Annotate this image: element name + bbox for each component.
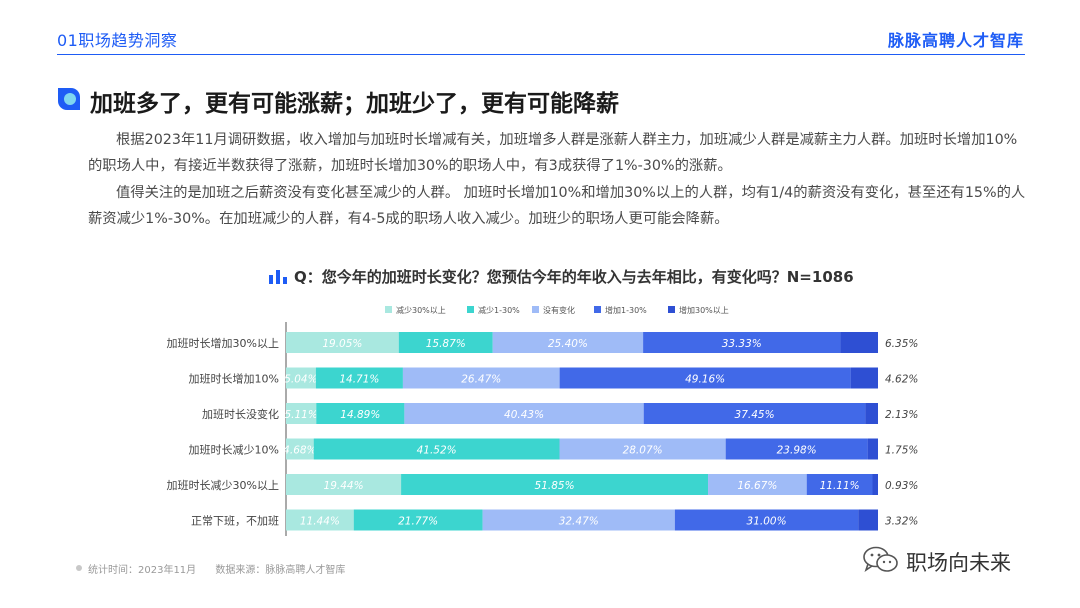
bar-segment (559, 367, 851, 389)
data-label: 32.47% (559, 516, 599, 528)
data-label: 19.44% (324, 480, 364, 492)
bar-segment (850, 367, 878, 389)
data-label: 31.00% (747, 516, 787, 528)
data-label: 11.44% (300, 516, 340, 528)
bar-segment (559, 438, 726, 460)
section-label: 01职场趋势洞察 (57, 31, 178, 50)
bar-segment (316, 403, 405, 424)
data-label: 4.68% (283, 445, 316, 457)
category-label: 加班时长没变化 (202, 407, 279, 421)
data-label: 28.07% (623, 445, 663, 457)
bar-segment (872, 474, 878, 495)
legend-swatch (467, 306, 474, 313)
legend-label: 减少30%以上 (396, 305, 446, 315)
legend-label: 减少1-30% (478, 305, 520, 315)
data-label: 19.05% (322, 338, 362, 350)
legend-label: 没有变化 (543, 305, 575, 315)
legend-swatch (532, 306, 539, 313)
category-label: 加班时长增加10% (189, 372, 279, 386)
data-label: 5.11% (284, 409, 317, 421)
chart-title-text: Q：您今年的加班时长变化？您预估今年的年收入与去年相比，有变化吗？N=1086 (294, 268, 854, 286)
brand-name: 脉脉高聘人才智库 (887, 31, 1024, 50)
legend-label: 增加30%以上 (679, 305, 729, 315)
bar-segment (708, 474, 807, 495)
paragraph-1: 根据2023年11月调研数据，收入增加与加班时长增减有关，加班增多人群是涨薪人群… (88, 127, 1028, 179)
bar-segment (286, 509, 354, 531)
bar-segment (313, 438, 560, 460)
data-label: 11.11% (820, 480, 860, 492)
data-label-outside: 6.35% (885, 338, 918, 350)
bar-segment (643, 332, 841, 353)
data-label-outside: 4.62% (885, 374, 918, 386)
data-label: 40.43% (504, 409, 544, 421)
footer: 统计时间：2023年11月 数据来源：脉脉高聘人才智库 (88, 561, 361, 576)
stacked-bar-chart: 减少30%以上 减少1-30% 没有变化 增加1-30% 增加30%以上加班时长增加30… (167, 305, 918, 536)
data-label: 37.45% (735, 409, 775, 421)
data-label: 21.77% (398, 516, 438, 528)
data-label: 51.85% (535, 480, 575, 492)
data-label-outside: 0.93% (885, 480, 918, 492)
bar-segment (353, 509, 483, 531)
data-label-outside: 1.75% (885, 445, 918, 457)
data-label: 23.98% (777, 445, 817, 457)
top-bar: 01职场趋势洞察 脉脉高聘人才智库 (0, 0, 1080, 60)
data-label: 14.89% (340, 409, 380, 421)
category-label: 加班时长减少30%以上 (167, 479, 279, 492)
data-label: 25.40% (548, 338, 588, 350)
bar-segment (643, 403, 866, 424)
headline-marker-icon (58, 88, 80, 110)
bar-segment (315, 367, 403, 389)
data-label: 15.87% (426, 338, 466, 350)
bar-segment (482, 509, 675, 531)
bar-segment (398, 332, 493, 353)
legend-swatch (668, 306, 675, 313)
stat-time: 统计时间：2023年11月 (88, 565, 197, 576)
legend-label: 增加1-30% (605, 305, 647, 315)
data-label: 26.47% (461, 374, 501, 386)
category-label: 加班时长增加30%以上 (167, 336, 279, 350)
bar-segment (858, 509, 878, 531)
paragraph-1-text: 根据2023年11月调研数据，收入增加与加班时长增减有关，加班增多人群是涨薪人群… (88, 132, 1018, 174)
bar-segment (286, 474, 402, 495)
bar-segment (404, 403, 644, 424)
data-label: 49.16% (685, 374, 725, 386)
bar-chart-icon (269, 270, 287, 284)
category-label: 加班时长减少10% (189, 444, 279, 457)
bar-segment (402, 367, 560, 389)
data-label: 14.71% (339, 374, 379, 386)
bar-segment (286, 367, 316, 389)
data-source: 数据来源：脉脉高聘人才智库 (215, 565, 346, 576)
headline-text: 加班多了，更有可能涨薪；加班少了，更有可能降薪 (90, 91, 619, 117)
watermark-text: 职场向未来 (906, 551, 1011, 575)
data-label: 16.67% (737, 480, 777, 492)
data-label: 33.33% (722, 338, 762, 350)
bar-segment (806, 474, 873, 495)
bar-segment (840, 332, 878, 353)
data-label-outside: 3.32% (885, 516, 918, 528)
legend-swatch (594, 306, 601, 313)
bar-segment (286, 438, 314, 460)
paragraph-2: 值得关注的是加班之后薪资没有变化甚至减少的人群。 加班时长增加10%和增加30%… (88, 180, 1028, 232)
bar-segment (286, 332, 399, 353)
footer-bullet (76, 565, 82, 571)
paragraph-2-text: 值得关注的是加班之后薪资没有变化甚至减少的人群。 加班时长增加10%和增加30%… (88, 185, 1026, 227)
bar-segment (401, 474, 709, 495)
data-label: 41.52% (417, 445, 457, 457)
bar-segment (867, 438, 878, 460)
bar-segment (286, 403, 317, 424)
header-divider (57, 54, 1025, 55)
bar-segment (725, 438, 868, 460)
legend-swatch (385, 306, 392, 313)
data-label-outside: 2.13% (885, 409, 918, 421)
data-label: 5.04% (284, 374, 317, 386)
bar-segment (492, 332, 644, 353)
category-label: 正常下班，不加班 (191, 515, 279, 528)
bar-segment (674, 509, 859, 531)
wechat-icon (863, 546, 898, 572)
bar-segment (865, 403, 878, 424)
